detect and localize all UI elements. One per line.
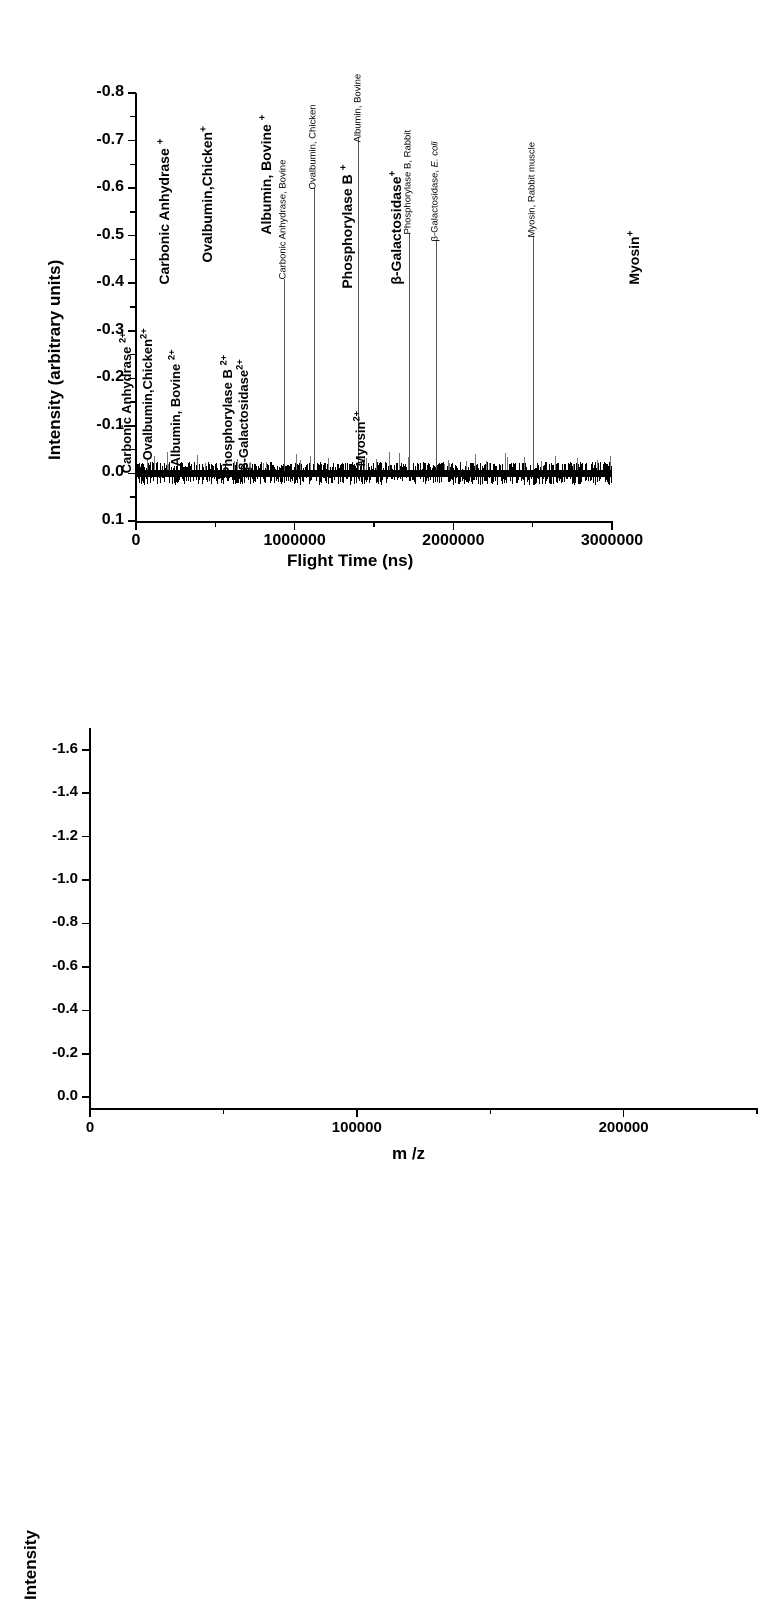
bottom-peak-label: Ovalbumin,Chicken+ bbox=[198, 126, 216, 263]
bottom-x-tick-label: 0 bbox=[85, 1119, 95, 1136]
top-y-tick-label: -0.8 bbox=[96, 83, 124, 100]
top-plot-area bbox=[136, 93, 612, 522]
bottom-peak-label: β-Galactosidase+ bbox=[387, 170, 405, 285]
top-peak-label: Phosphorylase B, Rabbit bbox=[402, 130, 414, 235]
top-y-tick-label: 0.1 bbox=[101, 511, 124, 528]
top-y-axis-line bbox=[135, 93, 137, 522]
top-peak-line bbox=[408, 233, 410, 471]
bottom-peak-label: β-Galactosidase2+ bbox=[234, 359, 252, 471]
top-y-tick-label: -0.3 bbox=[96, 320, 124, 338]
bottom-y-axis-title: Intensity bbox=[21, 1530, 40, 1600]
bottom-y-tick-label: -1.4 bbox=[52, 783, 78, 801]
top-x-tick-label: 0 bbox=[131, 532, 141, 549]
bottom-y-tick-label: -0.6 bbox=[52, 956, 78, 974]
bottom-peak-label: Phosphorylase B + bbox=[338, 164, 356, 289]
bottom-peak-label: Albumin, Bovine 2+ bbox=[166, 349, 184, 467]
bottom-x-axis-title: m /z bbox=[392, 1144, 426, 1163]
bottom-peak-label: Carbonic Anhydrase + bbox=[155, 138, 173, 285]
bottom-y-tick-label: -1.2 bbox=[52, 826, 78, 844]
bottom-y-tick-label: -0.4 bbox=[52, 1000, 78, 1018]
bottom-y-tick-label: -1.0 bbox=[52, 870, 78, 887]
bottom-peak-label: Myosin2+ bbox=[352, 410, 369, 467]
bottom-x-axis-line bbox=[89, 1108, 757, 1110]
bottom-peak-label: Phosphorylase B 2+ bbox=[218, 354, 236, 476]
top-x-axis-title: Flight Time (ns) bbox=[287, 551, 414, 570]
top-x-tick-label: 2000000 bbox=[422, 532, 485, 549]
bottom-y-axis-line bbox=[89, 728, 91, 1109]
mass-spectrum-panel: Intensity -1.6 -1.4 -1.2 -1.0 -0.8 -0.6 -0.4 -0… bbox=[0, 114, 774, 1600]
bottom-plot-area bbox=[90, 728, 757, 1109]
top-baseline-noise bbox=[136, 469, 612, 477]
bottom-peak-label: Carbonic Anhydrase 2+ bbox=[117, 331, 134, 473]
top-x-tick-label: 3000000 bbox=[580, 532, 644, 549]
bottom-x-tick-label: 200000 bbox=[598, 1119, 649, 1136]
top-x-tick-label: 1000000 bbox=[263, 532, 326, 549]
top-y-tick-label: -0.2 bbox=[96, 368, 124, 386]
bottom-peak-label: Albumin, Bovine + bbox=[257, 114, 274, 235]
flight-time-spectrum-panel: Intensity (arbitrary units) -0.8 -0.7 -0.6… bbox=[0, 0, 774, 580]
top-peak-line bbox=[435, 240, 437, 471]
bottom-x-tick-label: 100000 bbox=[331, 1119, 382, 1136]
top-y-tick-label: -0.4 bbox=[96, 273, 124, 291]
bottom-peak-label: Ovalbumin,Chicken2+ bbox=[138, 327, 156, 460]
top-x-axis-line bbox=[135, 521, 612, 523]
top-peak-line bbox=[313, 188, 315, 471]
bottom-y-tick-label: -0.2 bbox=[52, 1043, 78, 1061]
top-peak-line bbox=[358, 140, 360, 471]
top-peak-label: Myosin, Rabbit muscle bbox=[526, 141, 538, 238]
bottom-y-tick-label: -0.8 bbox=[52, 913, 78, 931]
bottom-y-tick-label: -1.6 bbox=[52, 739, 78, 757]
top-peak-label: Ovalbumin, Chicken bbox=[307, 104, 319, 190]
top-y-tick-label: -0.1 bbox=[96, 415, 124, 433]
top-y-tick-label: 0.0 bbox=[101, 463, 124, 481]
top-peak-line bbox=[283, 278, 285, 471]
top-peak-line bbox=[532, 235, 534, 471]
bottom-y-tick-label: 0.0 bbox=[57, 1087, 78, 1105]
top-peak-label: β-Galactosidase, E. coli bbox=[429, 141, 441, 242]
bottom-peak-label: Myosin+ bbox=[625, 230, 642, 285]
top-y-tick-label: -0.7 bbox=[96, 130, 124, 148]
top-peak-label: Albumin, Bovine bbox=[352, 73, 364, 143]
top-y-tick-label: -0.6 bbox=[96, 178, 124, 196]
top-y-tick-label: -0.5 bbox=[96, 225, 124, 243]
top-peak-label: Carbonic Anhydrase, Bovine bbox=[277, 160, 289, 280]
